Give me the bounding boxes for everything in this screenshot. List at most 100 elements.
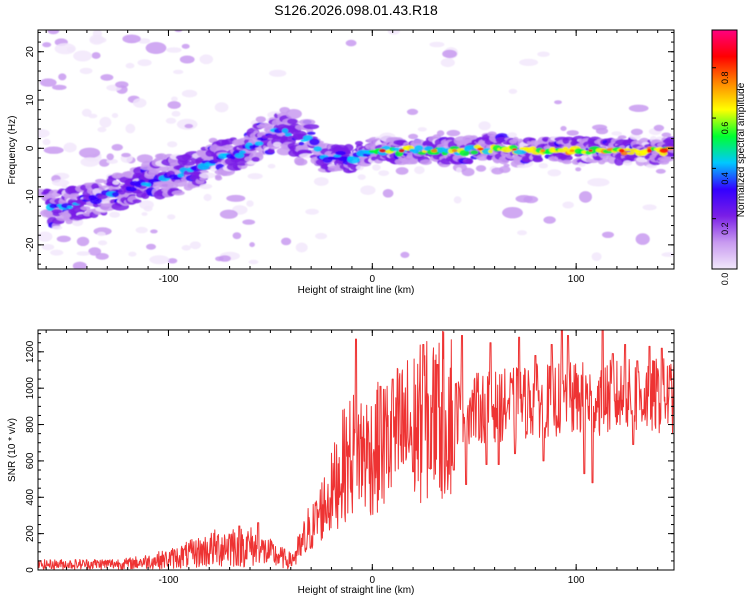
spectrogram-cell [179,55,195,64]
colorbar-ticks: 0.0 0.2 0.4 0.6 0.8 [712,67,730,285]
spectrogram-cell [51,209,63,214]
spectrogram-y-axis: -20 -10 0 10 20 [25,31,674,265]
spectrogram-cell [42,138,51,146]
spectrogram-cell [566,130,579,136]
spectrogram-cell [111,113,119,118]
spectrogram-cell [66,205,73,209]
spectrogram-cell [507,132,517,138]
spectrogram-cell [139,200,154,210]
spectrogram-cell [267,163,276,169]
spectrogram-cell [254,141,264,146]
spectrogram-cell [126,186,137,192]
spectrogram-cell [313,177,329,186]
spectrogram-cell [488,149,493,154]
spectrogram-cell [184,123,194,129]
spectrogram-cell [98,240,108,246]
spectrogram-cell [305,208,319,215]
spectrogram-cell [177,173,185,178]
spectrogram-cell [540,149,546,153]
spectrogram-cell [659,148,669,154]
spectrogram-y-tick-label: 10 [25,94,36,106]
spectrogram-cell [214,102,229,113]
spectrogram-cell [167,214,176,220]
spectrogram-cell [189,241,201,250]
spectrogram-cell [181,43,190,49]
spectrogram-cell [118,187,126,195]
spectrogram-cell [499,166,511,173]
spectrogram-cell [136,154,153,163]
spectrogram-cell [662,159,670,163]
spectrogram-cell [109,211,120,218]
spectrogram-cell [575,167,582,172]
spectrogram-cell [466,158,474,165]
spectrogram-cell [309,138,320,146]
spectrogram-cell [623,160,633,166]
spectrogram-cell [96,231,106,237]
spectrogram-cell [173,69,184,75]
spectrogram-cell [165,117,177,124]
snr-xlabel: Height of straight line (km) [298,585,415,596]
spectrogram-cell [355,141,363,146]
spectrogram-cell [47,30,60,35]
spectrogram-cell [400,251,410,258]
colorbar-tick-label: 0.8 [720,71,730,84]
spectrogram-cell [328,156,340,160]
spectrogram-cell [287,118,298,125]
spectrogram-cell [215,256,224,262]
spectrogram-cell [395,167,409,175]
spectrogram-cell [145,182,152,187]
spectrogram-cell [642,204,657,211]
spectrogram-cell [611,131,623,136]
spectrogram-cell [219,209,238,219]
spectrogram-cell [115,81,129,88]
spectrogram-cell [232,232,242,240]
spectrogram-cell [52,84,67,90]
spectrogram-cell [89,34,104,45]
spectrogram-cell [128,251,137,257]
spectrogram-cell [138,38,151,44]
spectrogram-cell [226,194,246,202]
spectrogram-cell [230,156,236,160]
spectrogram-cell [630,128,643,136]
spectrogram-cell [543,216,556,224]
spectrogram-cell [315,232,328,240]
spectrogram-cell [647,148,652,153]
spectrogram-cell [141,212,148,216]
snr-y-tick-label: 600 [25,452,36,469]
spectrogram-cell [242,219,256,225]
colorbar-tick-label: 0.6 [720,122,730,135]
spectrogram-cell [554,100,562,105]
spectrogram-cell [76,236,90,247]
spectrogram-cell [100,74,114,81]
snr-y-tick-label: 200 [25,525,36,542]
spectrogram-cell [99,116,112,128]
spectrogram-x-tick-label: 100 [568,274,585,285]
spectrogram-cell [125,123,136,134]
spectrogram-cell [478,121,491,131]
snr-y-tick-label: 1200 [25,340,36,363]
spectrogram-frame [37,29,675,270]
snr-y-tick-label: 800 [25,416,36,433]
spectrogram-cell [61,184,68,189]
spectrogram-cell [79,147,101,159]
spectrogram-cell [285,109,302,119]
spectrogram-cell [248,259,259,265]
spectrogram-cell [298,141,305,146]
spectrogram-cell [69,193,80,198]
spectrogram-cell [429,41,445,48]
spectrogram-cell [171,190,185,196]
spectrogram-cell [234,153,245,159]
spectrogram-cell [587,178,610,187]
spectrogram-cell [79,67,93,75]
snr-y-axis: 0 200 400 600 800 1000 1200 [25,333,674,573]
spectrogram-cell [41,244,55,251]
spectrogram-cell [239,150,246,154]
spectrogram-cell [579,191,592,203]
spectrogram-cell [661,252,674,257]
spectrogram-cell [295,158,308,166]
spectrogram-cell [145,42,167,54]
spectrogram-cell [66,46,76,53]
spectrogram-cell [246,160,257,165]
